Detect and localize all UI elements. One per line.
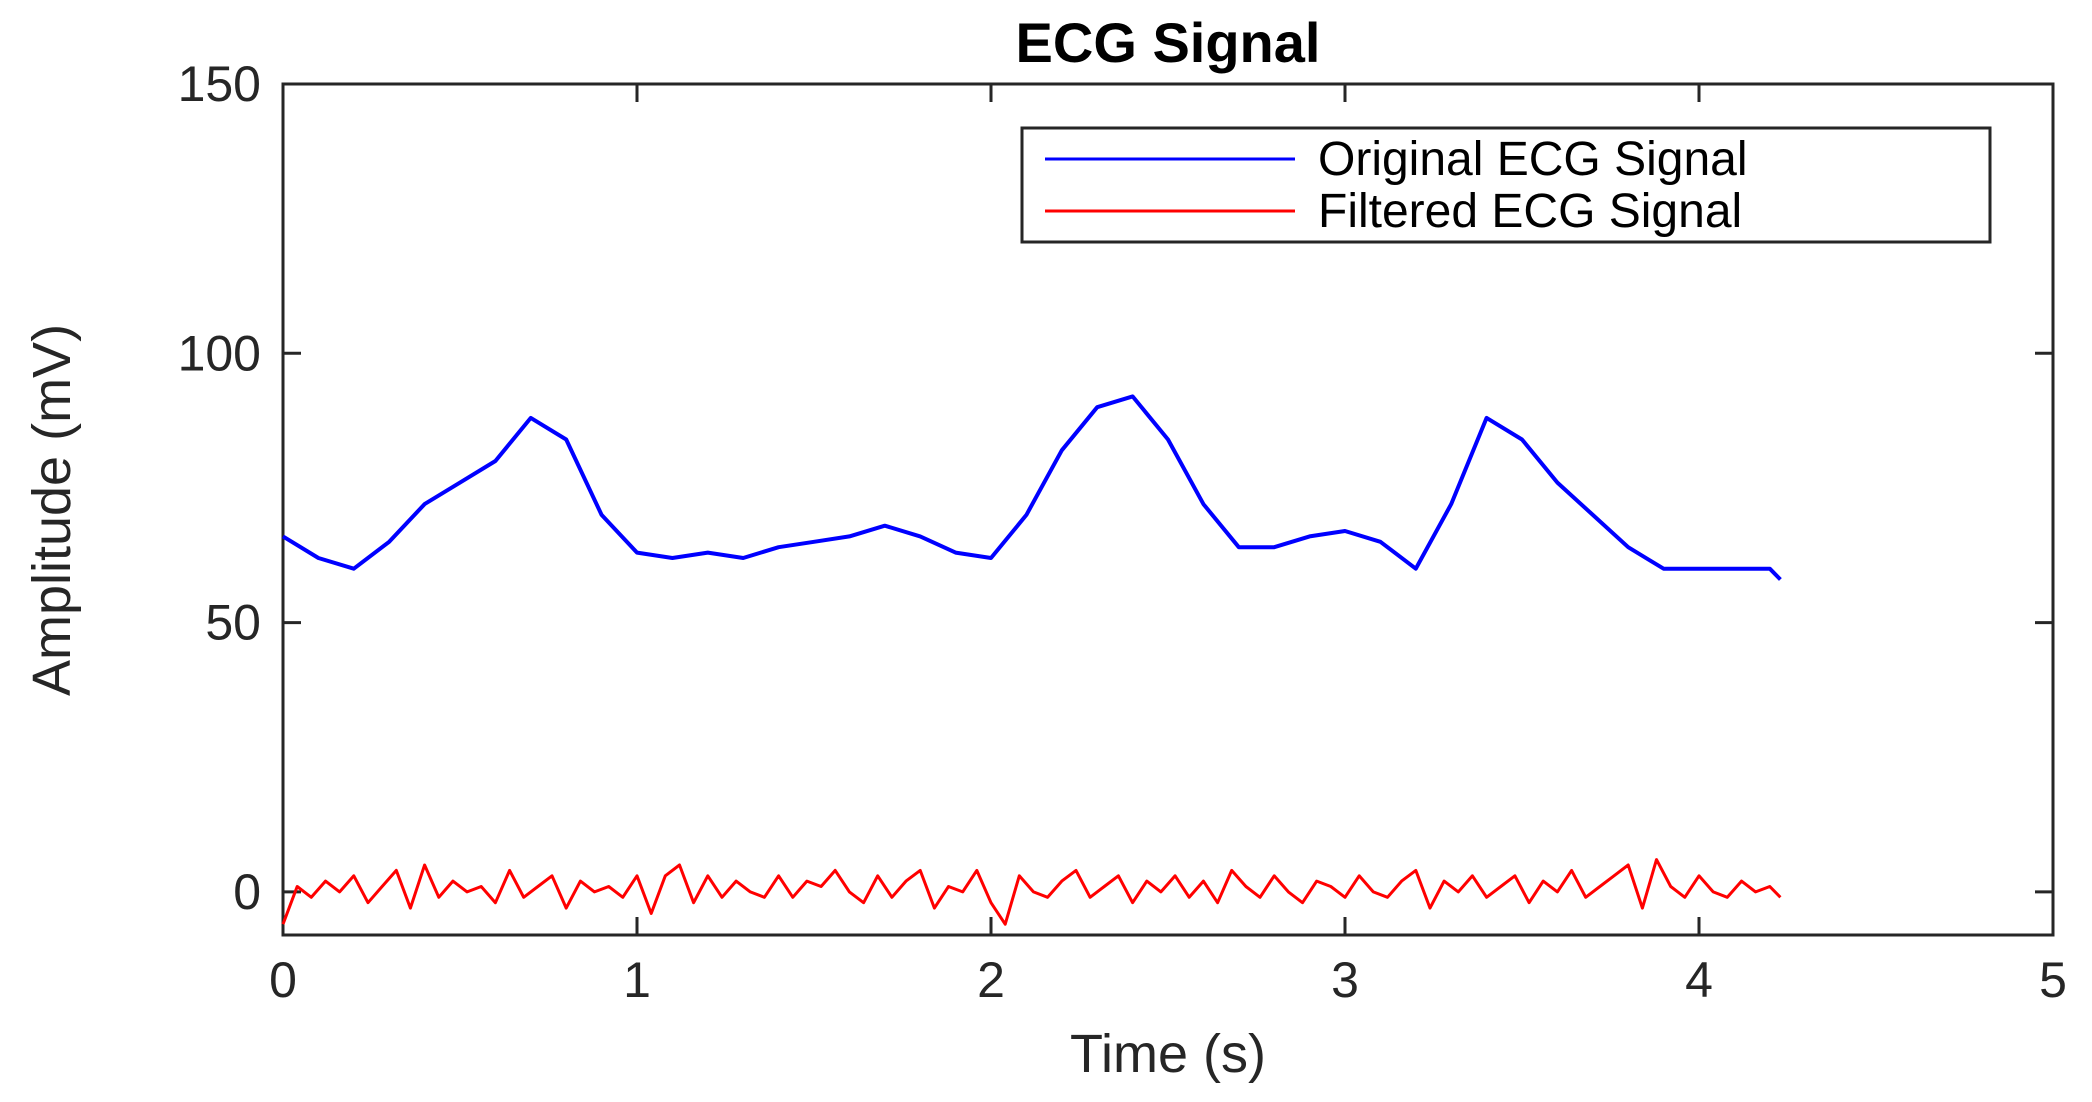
x-axis-label: Time (s) [1070, 1024, 1266, 1084]
legend: Original ECG Signal Filtered ECG Signal [1020, 126, 1992, 244]
x-tick-label: 0 [269, 952, 297, 1008]
legend-box [1020, 126, 1992, 244]
y-tick-label: 0 [233, 864, 261, 920]
x-tick-label: 5 [2039, 952, 2067, 1008]
x-tick-label: 4 [1685, 952, 1713, 1008]
y-tick-label: 150 [178, 56, 261, 112]
series-line-filtered [281, 858, 1782, 926]
y-tick-label: 100 [178, 325, 261, 381]
x-tick-label: 1 [623, 952, 651, 1008]
series-line-original [281, 394, 1782, 581]
x-tick-label: 2 [977, 952, 1005, 1008]
series-layer [281, 394, 1782, 926]
x-ticks: 0 1 2 3 4 5 [269, 84, 2067, 1008]
chart-title: ECG Signal [1016, 11, 1321, 74]
y-ticks: 0 50 100 150 [178, 56, 2053, 920]
x-tick-label: 3 [1331, 952, 1359, 1008]
legend-label-original: Original ECG Signal [1318, 133, 1748, 186]
y-tick-label: 50 [205, 595, 261, 651]
y-axis-label: Amplitude (mV) [22, 324, 82, 696]
legend-label-filtered: Filtered ECG Signal [1318, 185, 1742, 238]
